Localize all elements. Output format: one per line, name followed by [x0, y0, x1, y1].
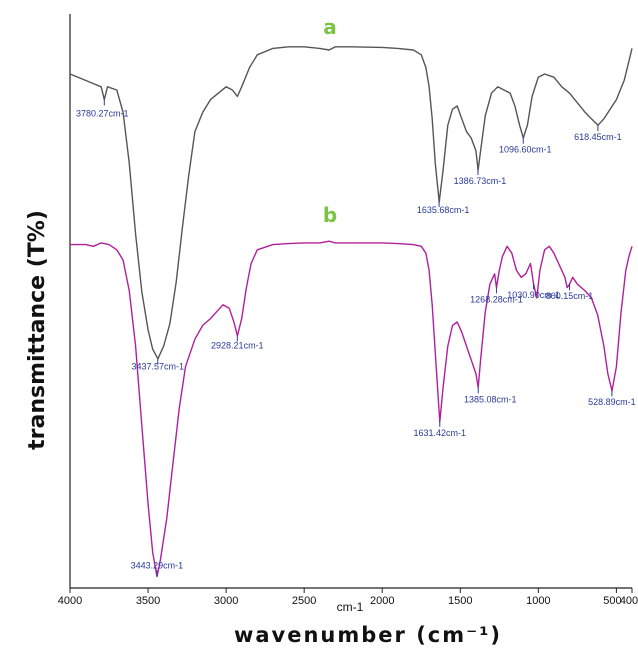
series-tag-b: b	[323, 203, 337, 227]
x-tick-label-1000: 1000	[526, 595, 550, 607]
series-line-b	[70, 240, 633, 578]
y-axis-title: transmittance (T%)	[25, 210, 50, 450]
peak-label-b-8: 1631.42cm-1	[413, 428, 466, 438]
x-tick-label-500: 500	[603, 595, 621, 607]
peak-label-b-7: 2928.21cm-1	[211, 341, 264, 351]
x-tick-label-4000: 4000	[58, 595, 82, 607]
peak-label-b-13: 528.89cm-1	[588, 397, 636, 407]
peak-label-a-5: 618.45cm-1	[574, 132, 622, 142]
peak-label-b-9: 1385.08cm-1	[464, 394, 517, 404]
x-tick-label-3500: 3500	[136, 595, 160, 607]
peak-label-a-3: 1386.73cm-1	[454, 176, 507, 186]
peak-label-a-2: 1635.68cm-1	[417, 205, 470, 215]
peak-label-a-1: 3437.57cm-1	[132, 362, 185, 372]
peak-label-b-6: 3443.29cm-1	[131, 560, 184, 570]
peak-label-b-12: 800.15cm-1	[546, 291, 594, 301]
peak-annotations: 3780.27cm-1 3437.57cm-1 1635.68cm-1 1386.73…	[76, 99, 636, 577]
x-tick-label-400: 400	[620, 595, 638, 607]
peak-label-b-10: 1268.28cm-1	[470, 294, 523, 304]
x-tick-label-2500: 2500	[292, 595, 316, 607]
peak-label-a-4: 1096.60cm-1	[499, 145, 552, 155]
peak-label-a-0: 3780.27cm-1	[76, 108, 129, 118]
series-tag-a: a	[323, 15, 337, 39]
x-axis-unit-label: cm-1	[337, 600, 364, 614]
peak-label-b-11: 1030.90cm-1	[507, 290, 560, 300]
x-axis-title: wavenumber (cm⁻¹)	[234, 623, 502, 647]
spectra-lines	[69, 46, 633, 578]
series-line-a	[69, 46, 633, 360]
x-tick-label-3000: 3000	[214, 595, 238, 607]
x-tick-label-2000: 2000	[370, 595, 394, 607]
x-tick-label-1500: 1500	[448, 595, 472, 607]
